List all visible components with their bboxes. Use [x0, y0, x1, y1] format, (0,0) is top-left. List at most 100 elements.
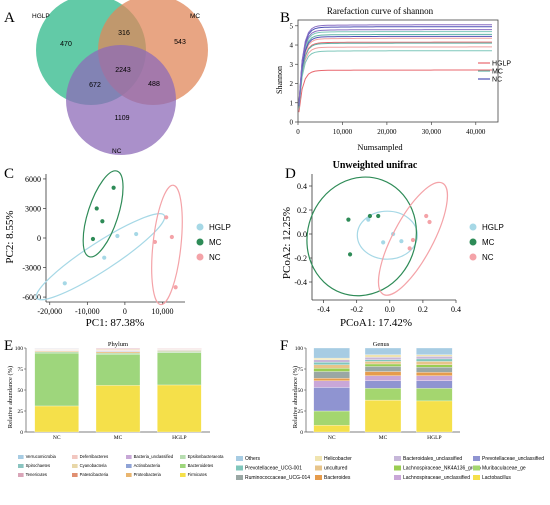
legend-marker-d-mc — [469, 238, 477, 246]
legend-label-f-others: Others — [245, 456, 261, 462]
bar-segment-proteobacteria — [95, 351, 141, 354]
chart-title-d: Unweighted unifrac — [333, 160, 418, 171]
legend-label-e-actinobacteria: Actinobacteria — [134, 463, 161, 468]
bar-segment-helicobacter — [364, 354, 402, 358]
bar-segment-lachnospiraceae-nk4a136-group — [364, 363, 402, 367]
data-point-hglp — [381, 240, 386, 245]
y-tick-label-d: 0.4 — [297, 182, 307, 191]
legend-marker-d-hglp — [469, 223, 477, 231]
rarefaction-curve-mc — [298, 33, 492, 106]
venn-label-hglp: HGLP — [32, 13, 50, 20]
legend-label-f-lactobacillus: Lactobacillus — [482, 475, 511, 481]
bar-segment-uncultured — [416, 361, 453, 365]
x-tick-label-d: 0.0 — [385, 305, 395, 314]
x-tick-label-f: NC — [328, 435, 336, 441]
legend-label-b-hglp: HGLP — [492, 61, 511, 68]
confidence-ellipse-hglp — [35, 213, 166, 301]
confidence-ellipse-mc — [306, 176, 417, 297]
confidence-ellipse-mc — [82, 170, 124, 258]
venn-count-mc-only: 543 — [174, 39, 186, 46]
legend-label-c-mc: MC — [209, 238, 222, 247]
legend-label-c-hglp: HGLP — [209, 223, 231, 232]
x-tick-label-b: 20,000 — [377, 128, 397, 136]
data-point-hglp — [134, 231, 139, 237]
legend-swatch-e-patescibacteria — [72, 473, 78, 477]
legend-marker-c-hglp — [196, 223, 204, 231]
x-tick-label-f: HGLP — [427, 435, 441, 441]
y-tick-label-f: 100 — [295, 346, 304, 352]
legend-label-e-patescibacteria: Patescibacteria — [80, 472, 109, 477]
legend-swatch-f-bacteroidales-unclassified — [394, 456, 401, 461]
genus-chart: Genus Relative abundance (%) 0 25 50 75 100 N… — [236, 341, 544, 481]
bar-segment-lactobacillus — [364, 399, 402, 433]
legend-label-d-nc: NC — [482, 253, 494, 262]
legend-label-f-prevotellaceae-unclassified: Prevotellaceae_unclassified — [482, 456, 544, 462]
legend-swatch-f-prevotellaceae-unclassified — [473, 456, 480, 461]
legend-marker-d-nc — [469, 253, 477, 261]
y-axis-label-d: PCoA2: 12.25% — [281, 207, 293, 279]
x-tick-label-d: 0.2 — [418, 305, 428, 314]
data-point-nc — [173, 285, 178, 290]
y-tick-label-c: 6000 — [25, 175, 41, 184]
bar-segment-prevotellaceae-ucg-001 — [364, 359, 402, 362]
data-point-nc — [164, 215, 169, 220]
chart-title-e: Phylum — [108, 341, 128, 348]
panel-letter-f: F — [280, 338, 288, 354]
legend-label-b-nc: NC — [492, 77, 502, 84]
y-axis-label-e: Relative abundance (%) — [7, 366, 14, 428]
data-point-nc — [169, 234, 174, 240]
y-tick-label-c: -3000 — [22, 264, 41, 273]
legend-label-e-proteobacteria: Proteobacteria — [134, 472, 162, 477]
venn-count-hglp-mc: 316 — [118, 30, 130, 37]
chart-title-b: Rarefaction curve of shannon — [327, 6, 434, 16]
bar-segment-muribaculaceae-ge — [364, 388, 402, 401]
bar-segment-lachnospiraceae-nk4a136-group — [416, 364, 453, 368]
legend-swatch-e-bacteria-unclassified — [126, 455, 132, 459]
x-axis-label-c: PC1: 87.38% — [86, 317, 145, 329]
bar-segment-lachnospiraceae-unclassified — [313, 380, 350, 388]
legend-label-f-prevotellaceae-ucg-001: Prevotellaceae_UCG-001 — [245, 466, 302, 472]
bar-segment-lactobacillus — [313, 425, 350, 433]
x-tick-label-e: HGLP — [172, 435, 186, 441]
y-tick-label-c: -6000 — [22, 293, 41, 302]
venn-label-nc: NC — [112, 148, 122, 155]
bar-segment-ruminococcaceae-ucg-014 — [364, 366, 402, 372]
venn-diagram: HGLP MC NC 470 316 543 2243 672 488 1109 — [32, 0, 208, 155]
legend-label-c-nc: NC — [209, 253, 221, 262]
venn-count-hglp-only: 470 — [60, 41, 72, 48]
legend-swatch-f-bacteroides — [315, 475, 322, 480]
rarefaction-curve-mc — [298, 50, 492, 109]
legend-swatch-f-lachnospiraceae-unclassified — [394, 475, 401, 480]
chart-title-f: Genus — [373, 341, 390, 348]
y-tick-label-c: 3000 — [25, 204, 41, 213]
y-tick-label-e: 25 — [18, 409, 24, 415]
bar-segment-firmicutes — [95, 385, 141, 433]
y-tick-label-b: 4 — [290, 42, 294, 50]
x-tick-label-c: 10,000 — [151, 307, 173, 316]
data-point-nc — [152, 239, 158, 245]
panel-letter-b: B — [280, 10, 290, 26]
bar-segment-uncultured — [364, 361, 402, 365]
rarefaction-curve-nc — [298, 26, 492, 104]
bar-segment-others — [416, 347, 453, 355]
bar-segment-bacteroidetes — [157, 352, 202, 386]
y-tick-label-d: -0.4 — [294, 278, 307, 287]
y-tick-label-d: 0.0 — [297, 230, 307, 239]
data-point-mc — [346, 217, 351, 222]
legend-swatch-f-helicobacter — [315, 456, 322, 461]
legend-label-d-mc: MC — [482, 238, 495, 247]
y-tick-label-e: 75 — [18, 367, 24, 373]
bar-segment-lactobacillus — [416, 400, 453, 433]
x-axis-label-b: Numsampled — [357, 142, 403, 152]
rarefaction-curve-hglp — [298, 37, 492, 107]
bar-segment-epsilonbacteraeota — [157, 351, 202, 353]
bar-segment-bacteroidales-unclassified — [313, 359, 350, 363]
x-tick-label-b: 10,000 — [333, 128, 353, 136]
data-point-nc — [424, 213, 429, 219]
legend-label-f-bacteroidales-unclassified: Bacteroidales_unclassified — [403, 456, 462, 462]
rarefaction-chart: Rarefaction curve of shannon Numsampled … — [275, 6, 511, 152]
legend-swatch-f-lachnospiraceae-nk4a136-group — [394, 465, 401, 471]
bar-segment-muribaculaceae-ge — [416, 388, 453, 402]
rarefaction-curve-mc — [298, 31, 492, 105]
